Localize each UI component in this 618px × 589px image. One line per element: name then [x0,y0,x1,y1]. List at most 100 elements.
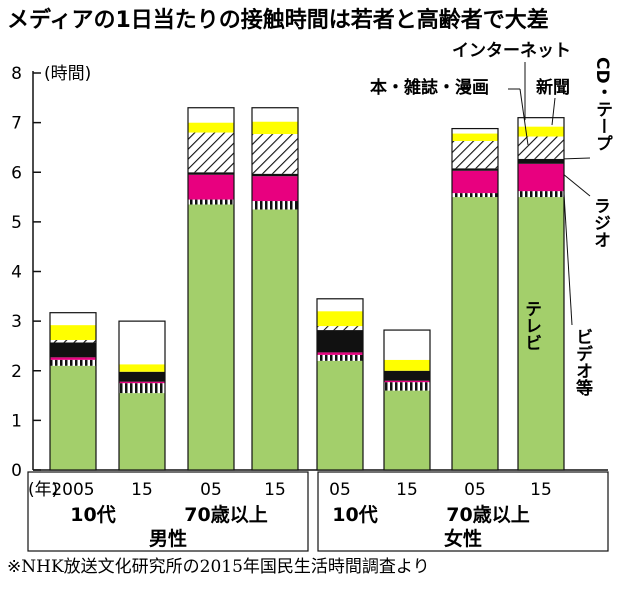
label-radio: ラジオ [590,197,610,248]
bar-segment [119,381,165,384]
leader-cd [563,157,591,160]
bar-segment [252,107,298,122]
bar-segment [518,117,564,127]
bar-segment [452,168,498,171]
bar-segment [188,204,234,470]
bar-segment [452,128,498,134]
leader-books [519,88,529,146]
bar-stack [49,312,97,471]
bar-segment [188,199,234,205]
bar-segment [188,107,234,123]
sex-group-label: 女性 [444,527,482,550]
bar-stack [316,298,364,471]
x-tick-label: 05 [200,480,222,500]
bar-segment [452,197,498,470]
bar-segment [50,359,96,366]
bar-segment [119,321,165,365]
bar-segment [384,390,430,470]
bar-segment [188,174,234,200]
sex-group-label: 男性 [149,527,187,550]
bar-segment [119,364,165,372]
leader-video [563,194,573,326]
bar-outline [451,127,499,471]
bar-outline [187,107,235,471]
source-note: ※NHK放送文化研究所の2015年国民生活時間調査より [7,557,430,577]
bar-segment [452,133,498,141]
bar-stack [118,320,166,471]
bar-outline [517,117,565,471]
y-tick-label: 2 [11,362,22,382]
bar-segment [384,330,430,360]
x-tick-label: 2005 [51,480,94,500]
age-group-label: 70歳以上 [184,504,267,526]
bar-segment [50,325,96,340]
bar-segment [50,339,96,343]
bar-segment [518,136,564,159]
x-tick-label: 15 [396,480,418,500]
y-tick-label: 4 [11,263,22,283]
bar-segment [452,170,498,194]
bars [49,107,565,471]
bar-stack [251,107,299,471]
bar-segment [384,380,430,383]
x-tick-label: 05 [329,480,351,500]
bar-stack [383,329,431,471]
bar-segment [252,176,298,202]
bar-segment [518,191,564,198]
y-tick-label: 0 [11,461,22,481]
bar-segment [188,122,234,133]
bar-segment [252,134,298,174]
bar-outline [251,107,299,471]
bar-outline [316,298,364,471]
x-axis-unit: (年) [28,480,58,500]
age-group-label: 70歳以上 [446,504,529,526]
bar-segment [252,201,298,210]
y-axis-unit: (時間) [44,64,91,84]
bar-outline [118,320,166,471]
bar-segment [252,121,298,135]
bar-segment [119,383,165,394]
y-tick-label: 6 [11,163,22,183]
bar-segment [452,140,498,169]
bar-segment [252,209,298,470]
leader-radio [563,174,591,197]
x-tick-label: 15 [131,480,153,500]
bar-segment [188,132,234,173]
bar-segment [518,158,564,164]
bar-stack [517,117,565,471]
x-tick-label: 15 [264,480,286,500]
bar-outline [49,312,97,471]
bar-stack [187,107,235,471]
y-tick-label: 8 [11,64,22,84]
bar-segment [50,365,96,470]
sex-group-box [317,471,609,552]
bar-segment [384,370,430,381]
x-tick-label: 05 [464,480,486,500]
bar-segment [188,172,234,175]
bar-segment [317,330,363,353]
bar-segment [317,326,363,331]
bar-segment [317,352,363,355]
y-tick-label: 1 [11,411,22,431]
bar-segment [252,173,298,177]
y-tick-label: 3 [11,312,22,332]
age-group-label: 10代 [70,504,115,526]
label-internet: インターネット [452,41,571,61]
bar-segment [384,359,430,371]
bar-segment [452,193,498,198]
sex-group-box [27,471,309,552]
bar-segment [518,163,564,192]
bar-segment [518,126,564,137]
label-video: ビデオ等 [572,328,593,397]
bar-segment [317,298,363,312]
bar-segment [119,371,165,382]
bar-stack [451,127,499,471]
bar-segment [317,311,363,327]
bar-outline [383,329,431,471]
leader-newspaper [551,97,556,126]
bar-segment [384,382,430,391]
chart-title: メディアの1日当たりの接触時間は若者と高齢者で大差 [7,7,549,33]
